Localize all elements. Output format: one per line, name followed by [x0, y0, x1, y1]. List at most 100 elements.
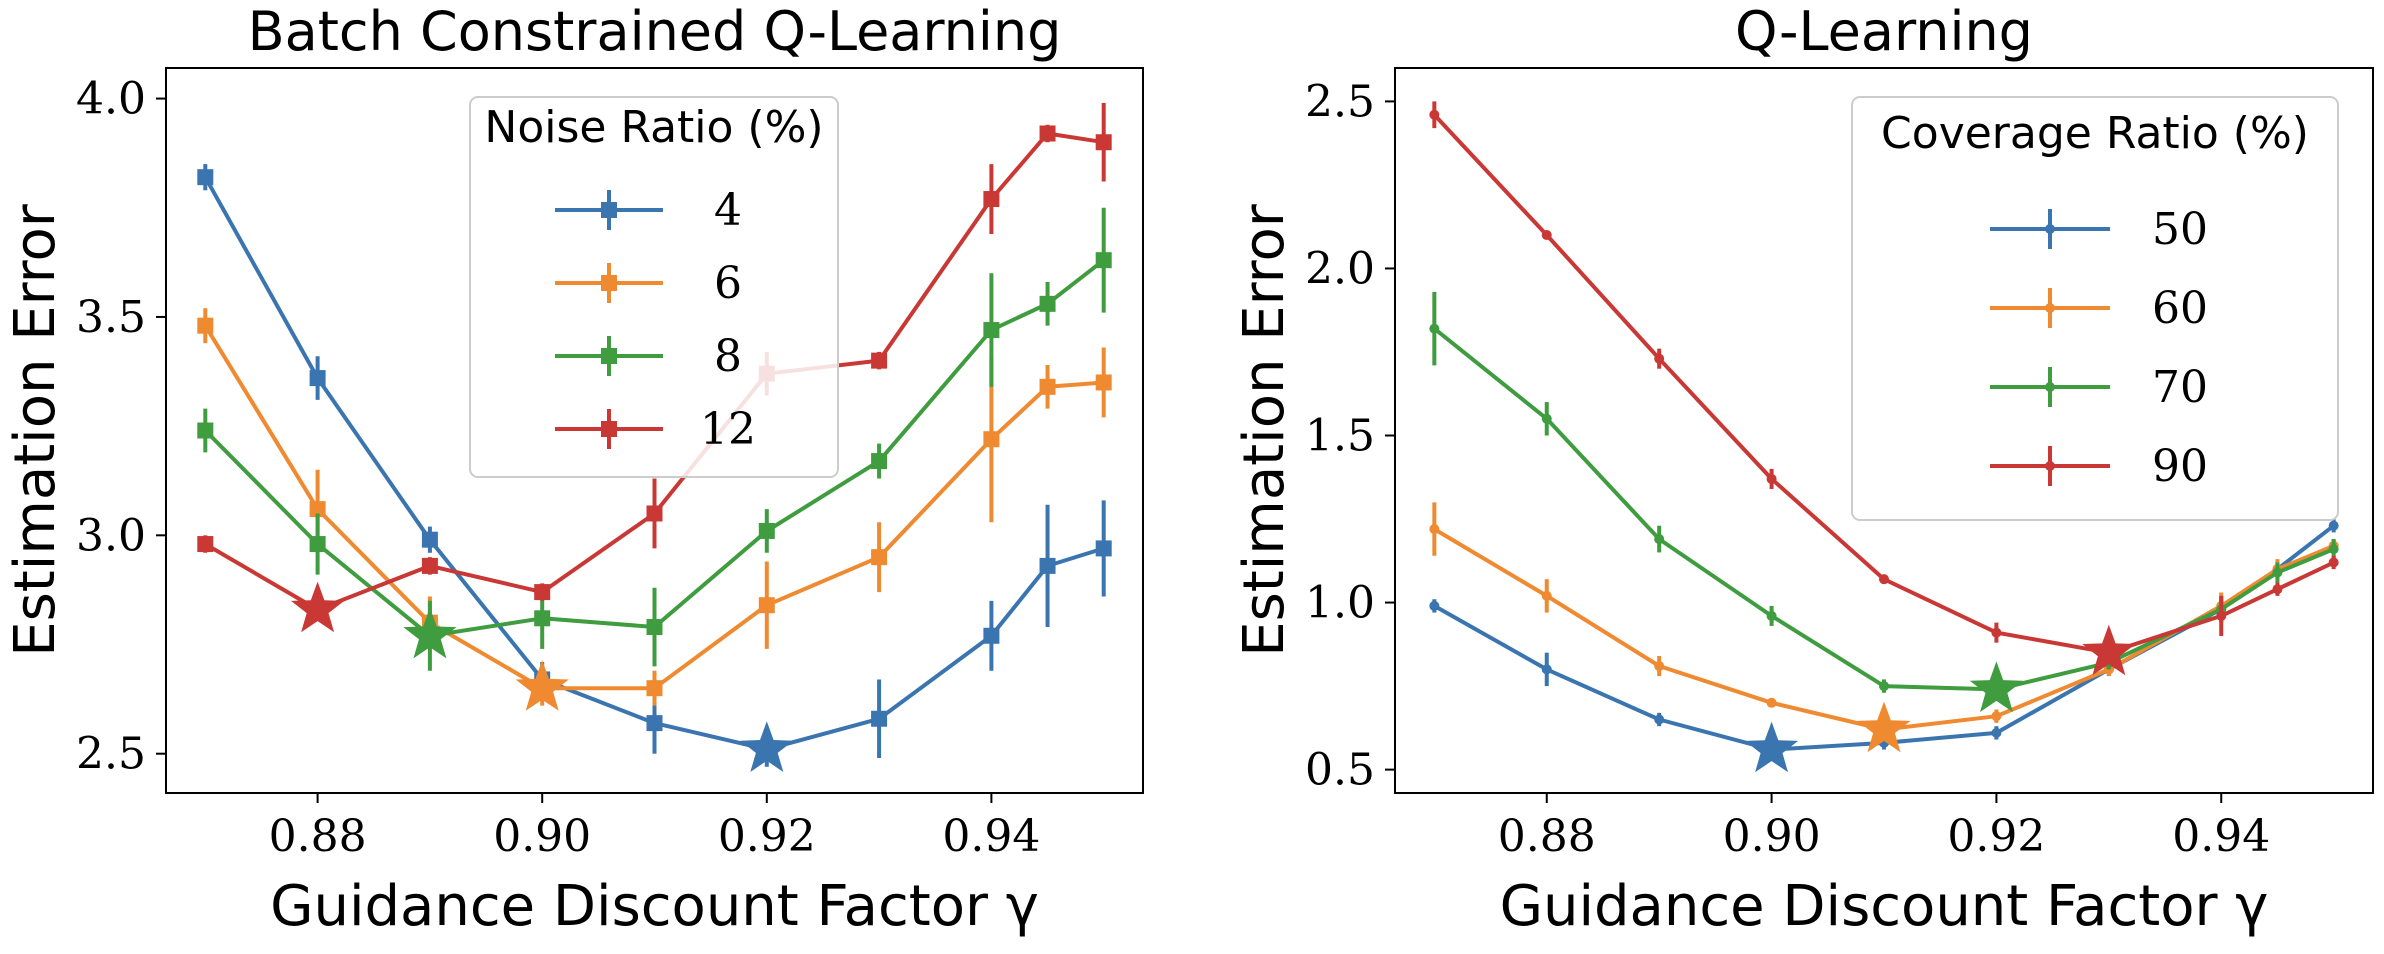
y-tick-label: 2.0: [1305, 243, 1375, 294]
data-point: [421, 531, 438, 548]
legend-label: 70: [2152, 362, 2208, 413]
data-point: [1429, 323, 1440, 334]
data-point: [421, 557, 438, 574]
legend-label: 60: [2152, 283, 2208, 334]
data-point: [1654, 714, 1665, 725]
data-point: [1095, 374, 1112, 391]
x-tick-label: 0.92: [1947, 811, 2045, 862]
data-point: [1039, 125, 1056, 142]
data-point: [1991, 727, 2002, 738]
data-point: [534, 584, 551, 601]
chart-title: Batch Constrained Q-Learning: [248, 0, 1062, 63]
data-point: [983, 191, 1000, 208]
data-point: [758, 597, 775, 614]
data-point: [1654, 534, 1665, 545]
data-point: [1766, 610, 1777, 621]
legend-box: [469, 96, 839, 478]
legend-marker: [2045, 461, 2055, 471]
data-point: [197, 536, 214, 553]
data-point: [2272, 567, 2283, 578]
data-point: [758, 522, 775, 539]
best-star-6: [515, 660, 569, 711]
chart-title: Q-Learning: [1735, 0, 2033, 63]
chart-batch-constrained-q-learning: Batch Constrained Q-Learning 0.88 0.90 0.92…: [3, 0, 1144, 939]
data-point: [534, 610, 551, 627]
data-point: [197, 317, 214, 334]
data-point: [1879, 681, 1889, 692]
legend-title: Coverage Ratio (%): [1881, 108, 2309, 159]
data-point: [1095, 252, 1112, 269]
legend-item-12: 12: [555, 404, 756, 455]
data-point: [1429, 109, 1440, 120]
legend: Coverage Ratio (%) 50 60 70 90: [1851, 96, 2339, 521]
data-point: [871, 549, 888, 566]
best-star-50: [1745, 721, 1799, 773]
data-point: [1541, 590, 1552, 601]
x-axis-label: Guidance Discount Factor γ: [1500, 874, 2269, 939]
series-line-6: [203, 324, 1104, 691]
data-point: [983, 322, 1000, 339]
legend-label: 50: [2152, 204, 2208, 255]
x-tick-label: 0.90: [1723, 811, 1821, 862]
data-point: [1039, 295, 1056, 312]
legend-item-60: 60: [1990, 283, 2208, 334]
legend-marker: [601, 202, 617, 218]
legend-label: 6: [714, 258, 742, 309]
data-point: [197, 422, 214, 439]
y-tick-label: 1.0: [1305, 578, 1375, 629]
y-axis-label: Estimation Error: [1232, 203, 1297, 656]
y-tick-label: 3.0: [76, 510, 146, 561]
data-point: [871, 453, 888, 470]
data-point: [2272, 584, 2283, 595]
series-line-8: [203, 258, 1105, 638]
data-point: [1991, 627, 2002, 638]
y-tick-label: 2.5: [76, 729, 146, 780]
data-point: [309, 370, 326, 387]
data-point: [1654, 661, 1665, 672]
legend-label: 4: [714, 185, 742, 236]
legend-item-8: 8: [555, 331, 742, 382]
legend-item-90: 90: [1990, 441, 2208, 492]
y-axis-label: Estimation Error: [3, 203, 68, 656]
data-point: [2328, 544, 2339, 555]
best-star-8: [403, 607, 457, 659]
legend-title: Noise Ratio (%): [484, 102, 823, 153]
data-point: [983, 431, 1000, 448]
x-tick-label: 0.88: [269, 811, 367, 862]
data-point: [1429, 600, 1440, 611]
legend-label: 90: [2152, 441, 2208, 492]
data-point: [1095, 134, 1112, 151]
data-point: [1654, 353, 1665, 364]
data-point: [1766, 473, 1777, 484]
data-point: [1039, 378, 1056, 395]
y-tick-label: 4.0: [76, 74, 146, 125]
legend-label: 12: [700, 404, 756, 455]
plot-frame: [1394, 67, 2374, 794]
data-point: [309, 536, 326, 553]
x-tick-label: 0.90: [493, 811, 591, 862]
series-8: [197, 207, 1112, 671]
series-line-4: [203, 176, 1105, 752]
legend-marker: [2045, 224, 2055, 234]
legend-item-70: 70: [1990, 362, 2208, 413]
data-point: [197, 169, 214, 186]
x-tick-label: 0.94: [2172, 811, 2270, 862]
chart-q-learning: Q-Learning 0.88 0.90 0.92 0.94 0.5 1.0 1.5 2.0 2.…: [1232, 0, 2374, 939]
x-tick-label: 0.88: [1498, 811, 1596, 862]
legend-item-4: 4: [555, 185, 742, 236]
best-star-90: [2082, 624, 2136, 676]
legend-item-6: 6: [555, 258, 742, 309]
data-point: [309, 501, 326, 518]
y-tick-label: 1.5: [1305, 411, 1375, 462]
data-point: [2328, 520, 2339, 531]
data-point: [1766, 697, 1777, 708]
data-point: [646, 680, 663, 697]
best-star-70: [1969, 661, 2023, 713]
plot-area: [1429, 101, 2339, 773]
data-point: [2328, 557, 2339, 568]
data-point: [646, 619, 663, 636]
data-point: [983, 627, 1000, 644]
best-star-60: [1857, 701, 1911, 753]
legend-label: 8: [714, 331, 742, 382]
data-point: [1039, 557, 1056, 574]
